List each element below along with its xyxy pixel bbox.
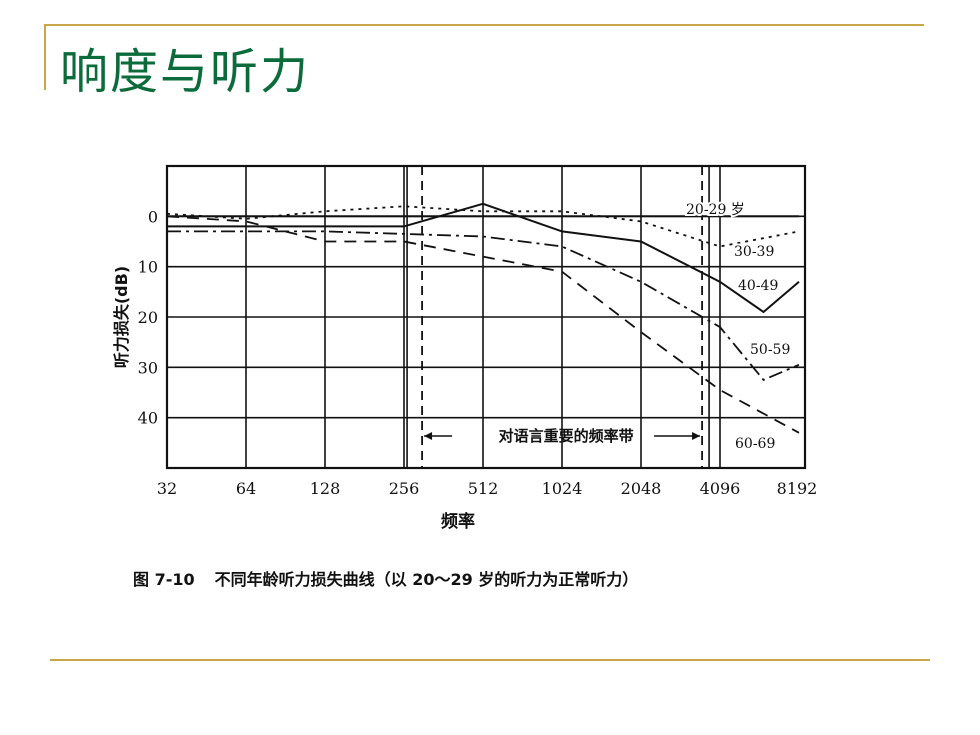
series-label: 60-69 [735, 436, 775, 452]
caption-number: 图 7-10 [133, 570, 195, 589]
speech-band-label: 对语言重要的频率带 [499, 427, 634, 445]
series-label: 50-59 [750, 342, 790, 358]
series-line [167, 230, 800, 381]
x-tick-label: 8192 [777, 479, 818, 498]
slide-title: 响度与听力 [60, 44, 311, 100]
left-rule [44, 24, 46, 90]
x-tick-label: 64 [236, 479, 256, 498]
series-line [166, 215, 800, 434]
y-tick-label: 30 [138, 358, 158, 377]
series-line [167, 202, 800, 314]
x-tick-label: 1024 [542, 479, 583, 498]
series-label: 20-29 岁 [686, 202, 745, 218]
hearing-loss-chart: 对语言重要的频率带 20-29 岁 30-39 40-49 50-59 60-69 32… [112, 164, 818, 532]
bottom-rule [50, 659, 930, 661]
top-rule [44, 24, 924, 26]
x-axis-title: 频率 [441, 511, 475, 532]
speech-band-arrowhead-right [692, 432, 701, 440]
y-tick-label: 20 [138, 308, 158, 327]
x-tick-label: 256 [389, 479, 420, 498]
x-tick-label: 512 [468, 479, 499, 498]
x-tick-label: 4096 [700, 479, 741, 498]
y-tick-label: 40 [138, 409, 158, 428]
x-tick-label: 128 [310, 479, 341, 498]
series-label: 30-39 [734, 244, 774, 260]
y-tick-label: 10 [138, 258, 158, 277]
caption-text: 不同年龄听力损失曲线（以 20～29 岁的听力为正常听力） [214, 570, 639, 589]
y-tick-label: 0 [148, 207, 158, 226]
series-line [166, 205, 800, 248]
x-tick-label: 2048 [621, 479, 662, 498]
y-axis-title: 听力损失(dB) [112, 266, 131, 368]
speech-band-arrowhead-left [424, 432, 433, 440]
series-label: 40-49 [738, 278, 778, 294]
x-tick-label: 32 [157, 479, 177, 498]
figure-caption: 图 7-10 不同年龄听力损失曲线（以 20～29 岁的听力为正常听力） [133, 566, 638, 590]
